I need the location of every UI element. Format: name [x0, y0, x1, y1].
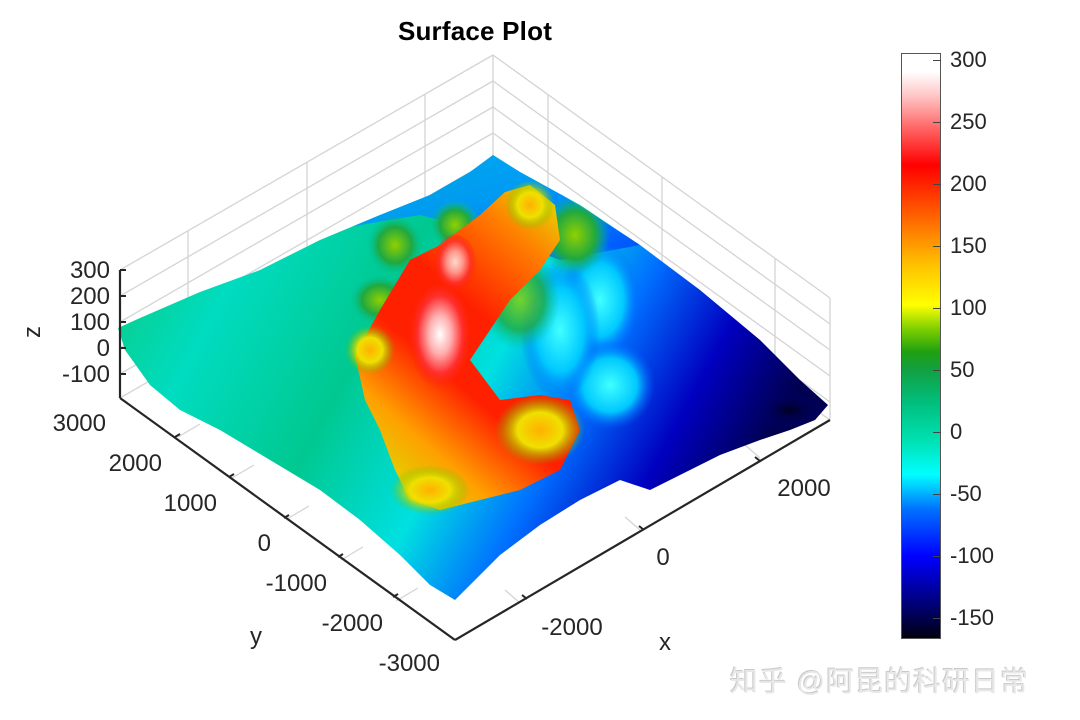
x-tick: 0 — [656, 544, 669, 571]
colorbar-tick: 150 — [950, 233, 987, 258]
colorbar-tick: 100 — [950, 295, 987, 320]
watermark: 知乎 @阿昆的科研日常 — [730, 666, 1030, 697]
x-tick-labels: -2000 0 2000 — [541, 475, 830, 641]
y-tick-labels: 3000 2000 1000 0 -1000 -2000 -3000 — [53, 410, 440, 677]
surface-plot-axes: 300 200 100 0 -100 z 3000 2000 1000 0 -1… — [19, 54, 831, 677]
z-tick: 100 — [70, 309, 110, 336]
y-tick: 3000 — [53, 410, 106, 437]
axis-ticks — [120, 269, 761, 600]
z-tick-labels: 300 200 100 0 -100 — [62, 257, 110, 388]
colorbar — [901, 53, 941, 639]
y-tick: -1000 — [266, 570, 327, 597]
chart-title: Surface Plot — [397, 16, 553, 46]
x-axis-label: x — [659, 629, 671, 656]
z-tick: -100 — [62, 361, 110, 388]
y-tick: 2000 — [109, 450, 162, 477]
colorbar-tick: 200 — [950, 171, 987, 196]
z-tick: 200 — [70, 283, 110, 310]
colorbar-tick: 50 — [950, 357, 975, 382]
colorbar-tick: 250 — [950, 109, 987, 134]
colorbar-tick: -150 — [950, 605, 995, 630]
y-tick: 0 — [258, 530, 271, 557]
z-tick: 0 — [97, 335, 110, 362]
y-tick: -3000 — [379, 650, 440, 677]
x-tick: 2000 — [777, 475, 830, 502]
y-tick: -2000 — [322, 610, 383, 637]
colorbar-tick: 0 — [950, 419, 963, 444]
z-tick: 300 — [70, 257, 110, 284]
y-tick: 1000 — [164, 490, 217, 517]
surface — [118, 155, 828, 600]
colorbar-tick: 300 — [950, 47, 987, 72]
z-axis-label: z — [19, 326, 46, 338]
colorbar-tick: -100 — [950, 543, 995, 568]
x-tick: -2000 — [541, 614, 602, 641]
colorbar-tick: -50 — [950, 481, 982, 506]
y-axis-label: y — [250, 623, 262, 650]
